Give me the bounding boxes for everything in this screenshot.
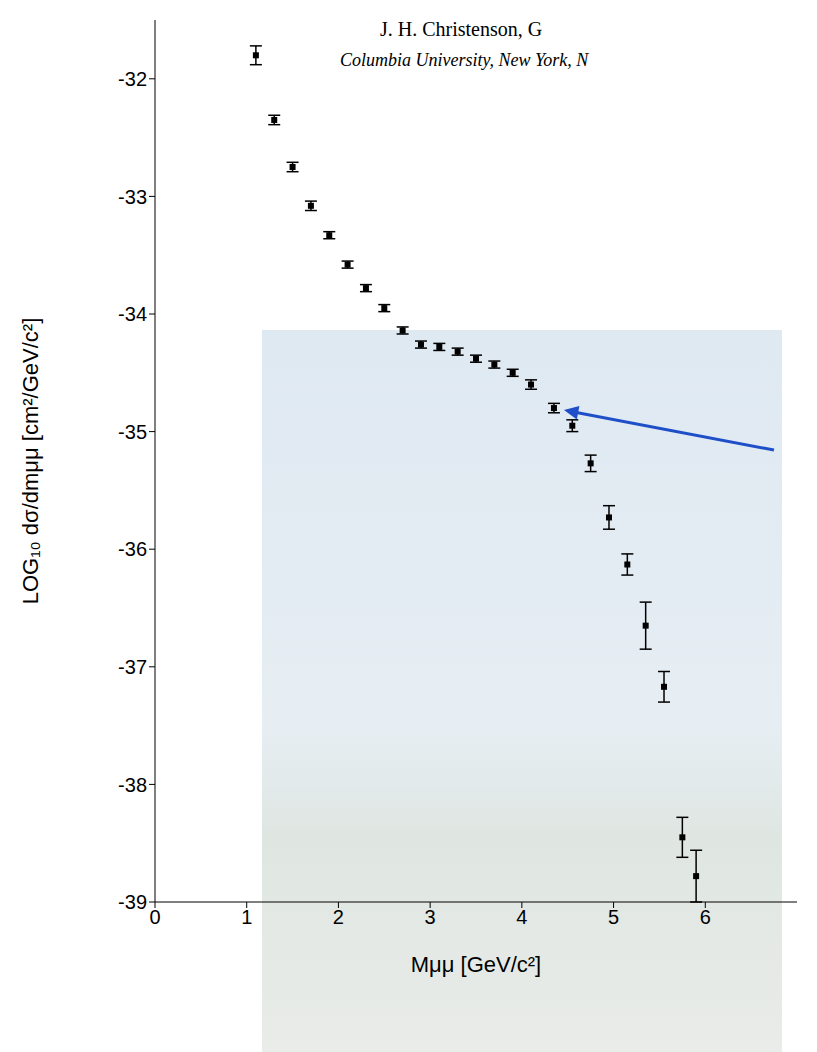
svg-text:LOG₁₀ dσ/dmμμ [cm²/GeV/c²]: LOG₁₀ dσ/dmμμ [cm²/GeV/c²] <box>18 318 43 605</box>
svg-text:0: 0 <box>149 906 160 928</box>
svg-text:-35: -35 <box>118 421 147 443</box>
svg-text:1: 1 <box>241 906 252 928</box>
svg-text:Mμμ [GeV/c²]: Mμμ [GeV/c²] <box>411 952 541 977</box>
svg-text:4: 4 <box>516 906 527 928</box>
svg-text:-36: -36 <box>118 538 147 560</box>
html-text:J. H. Christenson, G: J. H. Christenson, G <box>380 18 543 40</box>
svg-text:6: 6 <box>700 906 711 928</box>
svg-text:-37: -37 <box>118 656 147 678</box>
svg-text:-32: -32 <box>118 68 147 90</box>
svg-text:5: 5 <box>608 906 619 928</box>
svg-text:2: 2 <box>333 906 344 928</box>
svg-text:-39: -39 <box>118 891 147 913</box>
svg-text:-34: -34 <box>118 303 147 325</box>
html-text:Columbia University, New York,: Columbia University, New York, N <box>340 50 589 70</box>
svg-text:-33: -33 <box>118 186 147 208</box>
svg-text:3: 3 <box>425 906 436 928</box>
svg-text:-38: -38 <box>118 774 147 796</box>
